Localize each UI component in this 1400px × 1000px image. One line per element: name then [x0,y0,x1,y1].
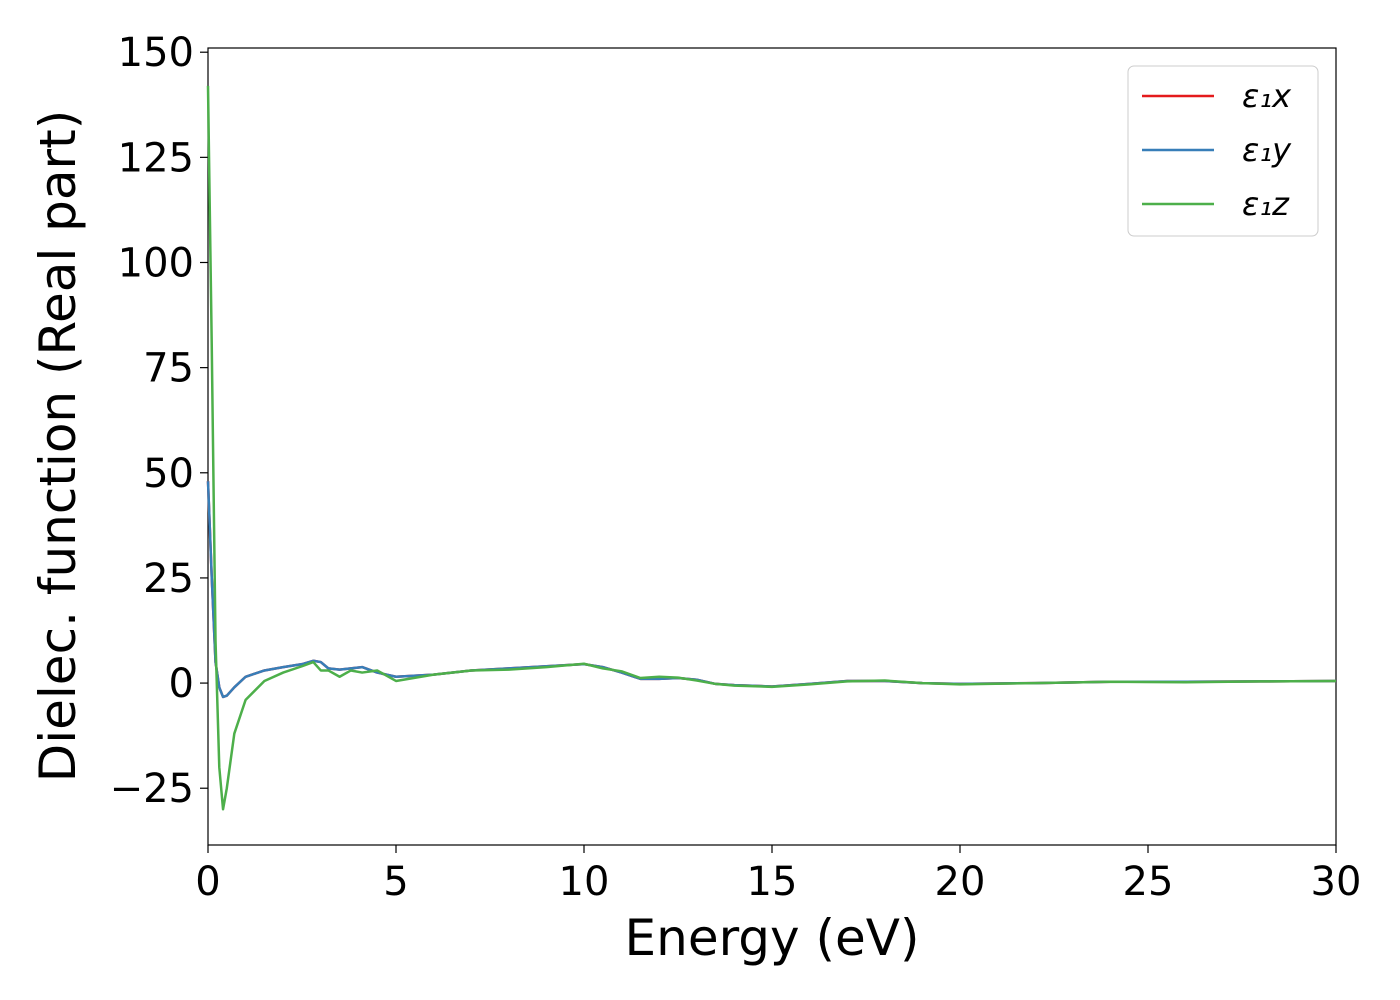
series-line [206,481,1337,699]
legend-box [1127,65,1319,237]
series-line [206,481,1337,699]
x-tick-label: 30 [1311,859,1362,905]
legend-label: ε₁z [1242,185,1290,223]
x-tick-label: 25 [1123,859,1174,905]
x-tick-label: 20 [935,859,986,905]
y-tick-label: 100 [118,240,194,286]
x-axis-label: Energy (eV) [625,909,920,967]
y-tick-label: 75 [143,346,194,392]
y-tick-label: 25 [143,556,194,602]
legend-label: ε₁x [1242,77,1292,115]
y-tick-label: −25 [110,766,194,812]
x-tick-label: 10 [559,859,610,905]
y-tick-label: 125 [118,135,194,181]
y-axis-label: Dielec. function (Real part) [29,110,87,782]
x-tick-label: 5 [383,859,408,905]
y-tick-label: 0 [169,661,194,707]
legend-label: ε₁y [1242,131,1292,169]
series-line [206,85,1337,811]
x-tick-label: 0 [195,859,220,905]
y-tick-label: 50 [143,451,194,497]
y-tick-label: 150 [118,30,194,76]
x-tick-label: 15 [747,859,798,905]
